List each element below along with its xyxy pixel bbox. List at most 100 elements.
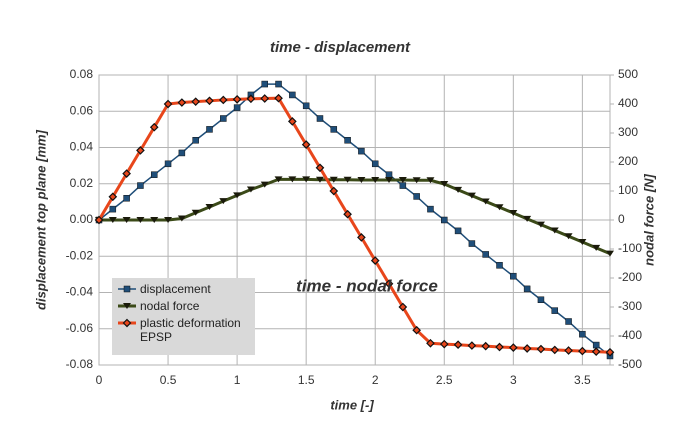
marker bbox=[536, 344, 546, 354]
marker bbox=[301, 140, 311, 149]
marker bbox=[427, 205, 434, 213]
marker bbox=[108, 192, 118, 202]
x-tick-label: 1 bbox=[234, 373, 241, 387]
marker bbox=[315, 163, 325, 173]
marker bbox=[191, 97, 201, 107]
legend-icon bbox=[118, 318, 136, 328]
x-tick-label: 0 bbox=[96, 373, 103, 387]
x-tick-label: 2 bbox=[372, 373, 379, 387]
marker bbox=[122, 217, 131, 223]
marker bbox=[522, 344, 532, 353]
y-tick-label: -0.04 bbox=[66, 285, 94, 299]
y-tick-label: 0.06 bbox=[70, 103, 94, 117]
marker bbox=[343, 176, 352, 183]
marker bbox=[592, 244, 601, 251]
marker bbox=[261, 80, 268, 88]
legend-item: plastic deformation EPSP bbox=[118, 316, 253, 344]
marker bbox=[274, 93, 283, 103]
marker bbox=[315, 176, 324, 183]
marker bbox=[302, 102, 310, 110]
marker bbox=[164, 160, 172, 168]
marker bbox=[454, 227, 462, 235]
marker bbox=[398, 302, 408, 312]
marker bbox=[302, 176, 311, 183]
marker bbox=[274, 176, 283, 183]
marker bbox=[232, 95, 242, 104]
y-axis-title: displacement top plane [mm] bbox=[33, 129, 48, 310]
marker bbox=[399, 182, 407, 189]
marker bbox=[316, 115, 324, 122]
marker bbox=[149, 122, 159, 132]
marker bbox=[109, 205, 117, 213]
marker bbox=[218, 95, 228, 105]
x-tick-label: 3.5 bbox=[574, 373, 591, 387]
marker bbox=[233, 192, 242, 199]
marker bbox=[496, 262, 503, 269]
marker bbox=[136, 217, 145, 223]
marker bbox=[578, 239, 587, 246]
marker bbox=[481, 198, 490, 205]
marker bbox=[233, 104, 241, 111]
marker bbox=[123, 195, 130, 202]
y2-tick-label: -200 bbox=[618, 270, 642, 284]
marker bbox=[343, 209, 352, 219]
annotation: time - nodal force bbox=[296, 276, 438, 295]
marker bbox=[523, 215, 532, 222]
y-tick-label: 0.08 bbox=[70, 67, 94, 81]
marker bbox=[220, 115, 227, 122]
marker bbox=[123, 303, 131, 309]
marker bbox=[412, 177, 421, 184]
marker bbox=[509, 210, 518, 217]
marker bbox=[412, 325, 421, 335]
series-line bbox=[99, 177, 611, 256]
marker bbox=[523, 285, 531, 293]
marker bbox=[592, 341, 600, 349]
marker bbox=[246, 94, 256, 104]
y2-tick-label: -400 bbox=[618, 328, 642, 342]
marker bbox=[591, 347, 601, 357]
marker bbox=[495, 204, 504, 211]
marker bbox=[605, 347, 615, 357]
marker bbox=[137, 182, 144, 189]
marker bbox=[413, 193, 420, 200]
legend-label: displacement bbox=[140, 282, 211, 296]
marker bbox=[510, 272, 517, 280]
marker bbox=[330, 126, 338, 133]
y2-tick-label: -300 bbox=[618, 299, 642, 313]
marker bbox=[606, 250, 614, 257]
marker bbox=[508, 343, 518, 352]
marker bbox=[150, 217, 159, 223]
marker bbox=[219, 198, 228, 205]
marker bbox=[205, 96, 214, 106]
marker bbox=[192, 137, 199, 144]
y2-tick-label: 300 bbox=[618, 125, 638, 139]
marker bbox=[564, 346, 573, 355]
marker bbox=[537, 296, 545, 303]
marker bbox=[260, 181, 269, 188]
marker bbox=[398, 176, 407, 183]
marker bbox=[468, 240, 476, 247]
marker bbox=[384, 279, 394, 289]
marker bbox=[246, 186, 255, 193]
marker bbox=[260, 94, 270, 103]
marker bbox=[94, 215, 104, 225]
marker bbox=[371, 176, 380, 183]
chart-title: time - displacement bbox=[270, 39, 411, 56]
marker bbox=[358, 147, 365, 155]
legend-label: plastic deformation EPSP bbox=[140, 316, 241, 344]
marker bbox=[329, 176, 338, 183]
y2-tick-label: 500 bbox=[618, 67, 638, 81]
marker bbox=[206, 126, 213, 133]
marker bbox=[122, 318, 132, 328]
marker bbox=[288, 117, 297, 126]
marker bbox=[191, 209, 200, 216]
marker bbox=[578, 346, 587, 356]
marker bbox=[467, 341, 477, 350]
legend-item: displacement bbox=[118, 282, 253, 296]
marker bbox=[454, 186, 463, 193]
marker bbox=[370, 256, 380, 265]
marker bbox=[550, 345, 560, 355]
marker bbox=[565, 318, 572, 325]
